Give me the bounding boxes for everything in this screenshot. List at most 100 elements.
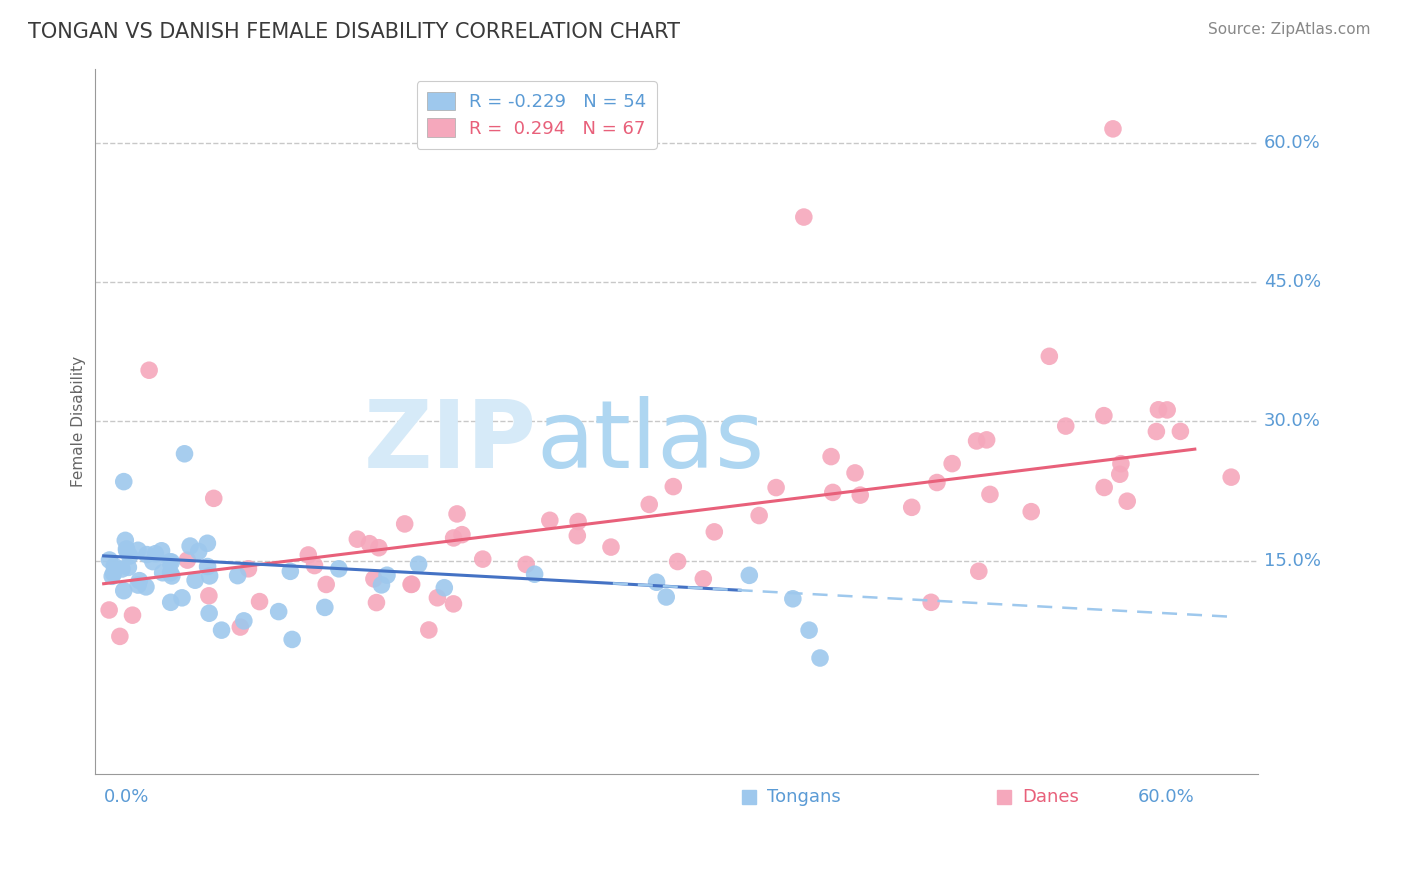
- Point: [267, 605, 290, 619]
- Point: [797, 623, 820, 637]
- Point: [976, 433, 998, 447]
- Text: Tongans: Tongans: [768, 789, 841, 806]
- Point: [297, 548, 319, 562]
- Point: [849, 488, 872, 502]
- Point: [738, 568, 761, 582]
- Point: [159, 555, 181, 569]
- Text: atlas: atlas: [537, 396, 765, 489]
- Point: [127, 578, 149, 592]
- Point: [179, 539, 201, 553]
- Text: 45.0%: 45.0%: [1264, 273, 1322, 291]
- Point: [127, 543, 149, 558]
- Point: [173, 447, 195, 461]
- Text: Source: ZipAtlas.com: Source: ZipAtlas.com: [1208, 22, 1371, 37]
- Point: [160, 555, 183, 569]
- Point: [399, 577, 422, 591]
- Point: [1156, 403, 1178, 417]
- Point: [765, 481, 787, 495]
- Point: [1144, 425, 1167, 439]
- Point: [967, 564, 990, 578]
- Point: [226, 568, 249, 582]
- Point: [1170, 425, 1192, 439]
- Text: ZIP: ZIP: [364, 396, 537, 489]
- Point: [135, 580, 157, 594]
- Point: [941, 457, 963, 471]
- Point: [443, 597, 465, 611]
- Point: [238, 562, 260, 576]
- Point: [184, 573, 207, 587]
- Point: [567, 515, 589, 529]
- Point: [98, 553, 121, 567]
- Point: [655, 590, 678, 604]
- Point: [920, 595, 942, 609]
- Point: [408, 558, 430, 572]
- Point: [118, 549, 141, 563]
- Point: [359, 536, 381, 550]
- Point: [202, 491, 225, 506]
- Point: [793, 210, 815, 224]
- Point: [229, 620, 252, 634]
- Point: [111, 562, 134, 576]
- Text: 60.0%: 60.0%: [1264, 134, 1320, 152]
- Point: [446, 507, 468, 521]
- Point: [211, 623, 233, 637]
- Point: [142, 555, 165, 569]
- Legend: R = -0.229   N = 54, R =  0.294   N = 67: R = -0.229 N = 54, R = 0.294 N = 67: [416, 81, 657, 149]
- Point: [159, 566, 181, 580]
- Point: [278, 565, 301, 579]
- Point: [114, 533, 136, 548]
- Point: [304, 558, 326, 573]
- Point: [160, 569, 183, 583]
- Point: [1092, 481, 1115, 495]
- Point: [925, 475, 948, 490]
- Point: [1019, 505, 1042, 519]
- Point: [314, 600, 336, 615]
- Y-axis label: Female Disability: Female Disability: [72, 356, 86, 487]
- Point: [152, 566, 174, 580]
- Point: [112, 583, 135, 598]
- Point: [1092, 409, 1115, 423]
- Point: [159, 595, 181, 609]
- Text: 60.0%: 60.0%: [1137, 788, 1195, 806]
- Point: [249, 594, 271, 608]
- Point: [662, 480, 685, 494]
- Point: [1116, 494, 1139, 508]
- Point: [820, 450, 842, 464]
- Text: 0.0%: 0.0%: [104, 788, 149, 806]
- Point: [366, 596, 388, 610]
- Point: [1147, 402, 1170, 417]
- Point: [108, 629, 131, 643]
- Point: [128, 574, 150, 588]
- Point: [135, 548, 157, 562]
- Point: [1102, 121, 1125, 136]
- Point: [370, 578, 392, 592]
- Point: [112, 475, 135, 489]
- Point: [315, 577, 337, 591]
- Point: [145, 547, 167, 561]
- Point: [328, 562, 350, 576]
- Point: [451, 527, 474, 541]
- Point: [197, 536, 219, 550]
- Point: [748, 508, 770, 523]
- Text: Danes: Danes: [1022, 789, 1078, 806]
- Point: [138, 363, 160, 377]
- Point: [808, 651, 831, 665]
- Point: [197, 559, 219, 574]
- Point: [966, 434, 988, 448]
- Point: [281, 632, 304, 647]
- Point: [1109, 457, 1132, 471]
- Point: [375, 568, 398, 582]
- Point: [101, 569, 124, 583]
- Point: [121, 608, 143, 623]
- Point: [115, 541, 138, 556]
- Point: [600, 540, 623, 554]
- Point: [703, 524, 725, 539]
- Point: [538, 513, 561, 527]
- Point: [979, 487, 1001, 501]
- Point: [900, 500, 922, 515]
- Point: [98, 603, 121, 617]
- Point: [638, 498, 661, 512]
- Point: [645, 575, 668, 590]
- Point: [821, 485, 844, 500]
- Point: [1038, 349, 1060, 363]
